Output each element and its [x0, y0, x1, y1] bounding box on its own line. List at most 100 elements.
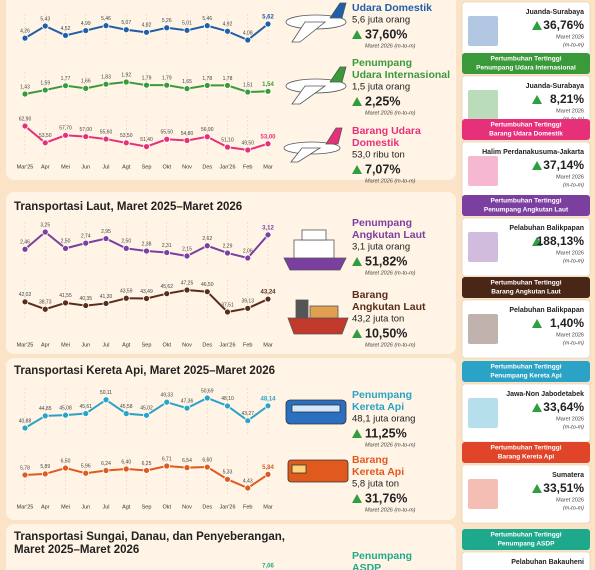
point	[224, 249, 231, 257]
point	[163, 290, 171, 298]
point	[41, 139, 49, 147]
point	[264, 402, 272, 410]
data-label: 2,74	[81, 233, 91, 239]
up-arrow	[532, 95, 542, 104]
point	[224, 308, 231, 316]
data-label: 43,27	[241, 411, 254, 417]
data-label: 4,08	[243, 30, 253, 36]
data-label: 2,06	[243, 248, 253, 254]
data-label: 44,85	[39, 406, 52, 412]
point	[143, 467, 150, 474]
data-label: 2,50	[121, 239, 131, 245]
point	[41, 412, 49, 420]
x-tick-label: Okt	[162, 164, 171, 170]
train-icon	[285, 399, 349, 483]
x-tick-label: Jan'26	[219, 164, 235, 170]
data-label: 1,77	[61, 76, 71, 82]
point	[21, 34, 29, 42]
growth-change: 8,21%	[550, 92, 584, 106]
x-tick-label: Jun	[81, 342, 90, 348]
point	[82, 133, 90, 140]
data-label: 2,62	[202, 236, 212, 242]
point	[82, 27, 90, 34]
data-label: 4,52	[61, 26, 71, 32]
data-label: 1,54	[262, 82, 274, 88]
data-label: 37,51	[221, 302, 234, 308]
data-label: 1,65	[182, 79, 192, 85]
x-tick-label: Mar	[263, 504, 273, 510]
up-arrow	[352, 30, 362, 39]
data-label: 47,36	[181, 399, 194, 405]
x-tick-label: Mei	[61, 504, 70, 510]
data-label: 5,46	[101, 16, 111, 22]
data-label: 2,38	[142, 241, 152, 247]
highlight-title: Kereta Api	[352, 466, 404, 478]
highlight-title: Penumpang	[352, 550, 412, 562]
point	[224, 475, 231, 483]
highlight-title: Angkutan Laut	[352, 229, 426, 241]
data-label: 1,78	[223, 76, 233, 82]
growth-header-text: Pertumbuhan Tertinggi	[490, 280, 561, 287]
x-tick-label: Okt	[162, 342, 171, 348]
point	[62, 131, 69, 139]
data-label: 4,26	[20, 28, 30, 34]
data-label: 5,43	[40, 16, 50, 22]
point	[183, 26, 191, 34]
point	[21, 122, 29, 130]
data-label: 43,24	[260, 290, 276, 296]
x-tick-label: Apr	[41, 164, 50, 170]
growth-location: Jawa-Non Jabodetabek	[506, 391, 584, 398]
data-label: 7,06	[262, 564, 274, 570]
data-label: 46,50	[201, 282, 214, 288]
growth-note: (m-to-m)	[563, 424, 584, 430]
point	[244, 417, 252, 425]
data-label: 5,01	[182, 21, 192, 27]
x-tick-label: Jul	[102, 342, 109, 348]
x-tick-label: Mei	[61, 164, 70, 170]
data-label: 4,92	[223, 22, 233, 28]
data-label: 2,46	[20, 240, 30, 246]
growth-header-text: Pertumbuhan Tertinggi	[490, 198, 561, 205]
highlight-change: 11,25%	[365, 426, 407, 440]
location-icon	[468, 16, 498, 46]
data-label: 51,10	[221, 137, 234, 143]
highlight-title: Barang Udara	[352, 125, 421, 137]
location-icon	[468, 156, 498, 186]
growth-location: Pelabuhan Balikpapan	[509, 307, 584, 314]
point	[224, 82, 231, 89]
growth-header	[462, 442, 590, 463]
point	[224, 143, 231, 151]
data-label: 1,59	[40, 80, 50, 86]
up-arrow	[352, 429, 362, 438]
data-label: 55,60	[100, 129, 113, 135]
growth-change: 36,76%	[543, 18, 584, 32]
data-label: 55,50	[160, 130, 173, 136]
point	[183, 137, 191, 144]
highlight-amount: 1,5 juta orang	[352, 82, 410, 93]
data-label: 1,79	[162, 76, 172, 82]
highlight-change: 7,07%	[365, 162, 400, 176]
data-label: 3,25	[40, 222, 50, 228]
point	[264, 231, 272, 239]
growth-change: 1,40%	[550, 316, 584, 330]
up-arrow	[352, 165, 362, 174]
point	[62, 464, 69, 472]
point	[82, 410, 90, 417]
location-icon	[468, 398, 498, 428]
growth-period: Maret 2026	[556, 250, 584, 256]
data-label: 2,95	[101, 229, 111, 235]
up-arrow	[532, 484, 542, 493]
highlight-period: Maret 2026 (m-to-m)	[365, 342, 416, 348]
data-label: 6,24	[101, 461, 111, 467]
point	[203, 22, 211, 30]
highlight-period: Maret 2026 (m-to-m)	[365, 442, 416, 448]
x-tick-label: Jan'26	[219, 342, 235, 348]
point	[122, 26, 130, 34]
growth-header-text: Penumpang Kereta Api	[490, 373, 561, 380]
point	[41, 470, 49, 478]
data-label: 5,62	[262, 15, 274, 21]
data-label: 49,33	[160, 392, 173, 398]
data-label: 1,66	[81, 79, 91, 85]
point	[183, 404, 191, 412]
